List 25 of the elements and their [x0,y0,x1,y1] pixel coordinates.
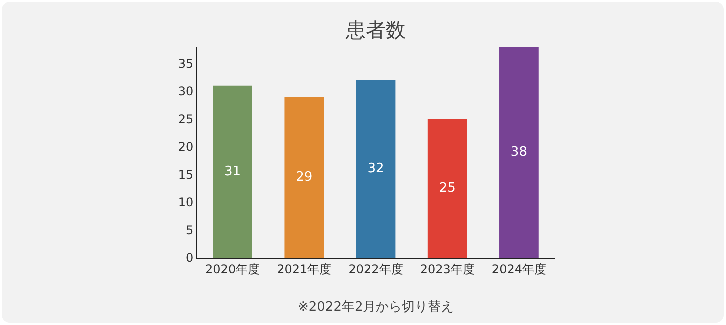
chart-title: 患者数 [345,18,406,42]
data-label: 32 [368,162,384,177]
y-tick-label: 30 [178,84,194,99]
y-tick-label: 10 [178,196,194,210]
bar [356,80,396,258]
bar [284,96,324,258]
x-tick-label: 2021年度 [277,262,332,276]
text: ※2022年2月から切り替え [298,300,454,315]
bar [500,47,539,258]
data-label: 38 [510,145,528,160]
y-tick-label: 20 [178,140,194,154]
x-tick-label: 2020年度 [206,262,260,276]
bar [213,86,252,258]
y-tick-label: 0 [186,251,194,266]
y-tick-label: 15 [178,168,194,182]
y-tick-label: 35 [178,56,194,71]
x-tick-label: 2022年度 [348,262,404,276]
data-label: 31 [224,164,242,180]
y-tick-label: 5 [186,223,194,238]
x-tick-label: 2024年度 [492,262,546,276]
x-tick-label: 2023年度 [420,262,475,276]
data-label: 25 [439,181,456,196]
bar [428,119,468,258]
data-label: 29 [296,170,313,185]
y-tick-label: 25 [178,112,194,126]
